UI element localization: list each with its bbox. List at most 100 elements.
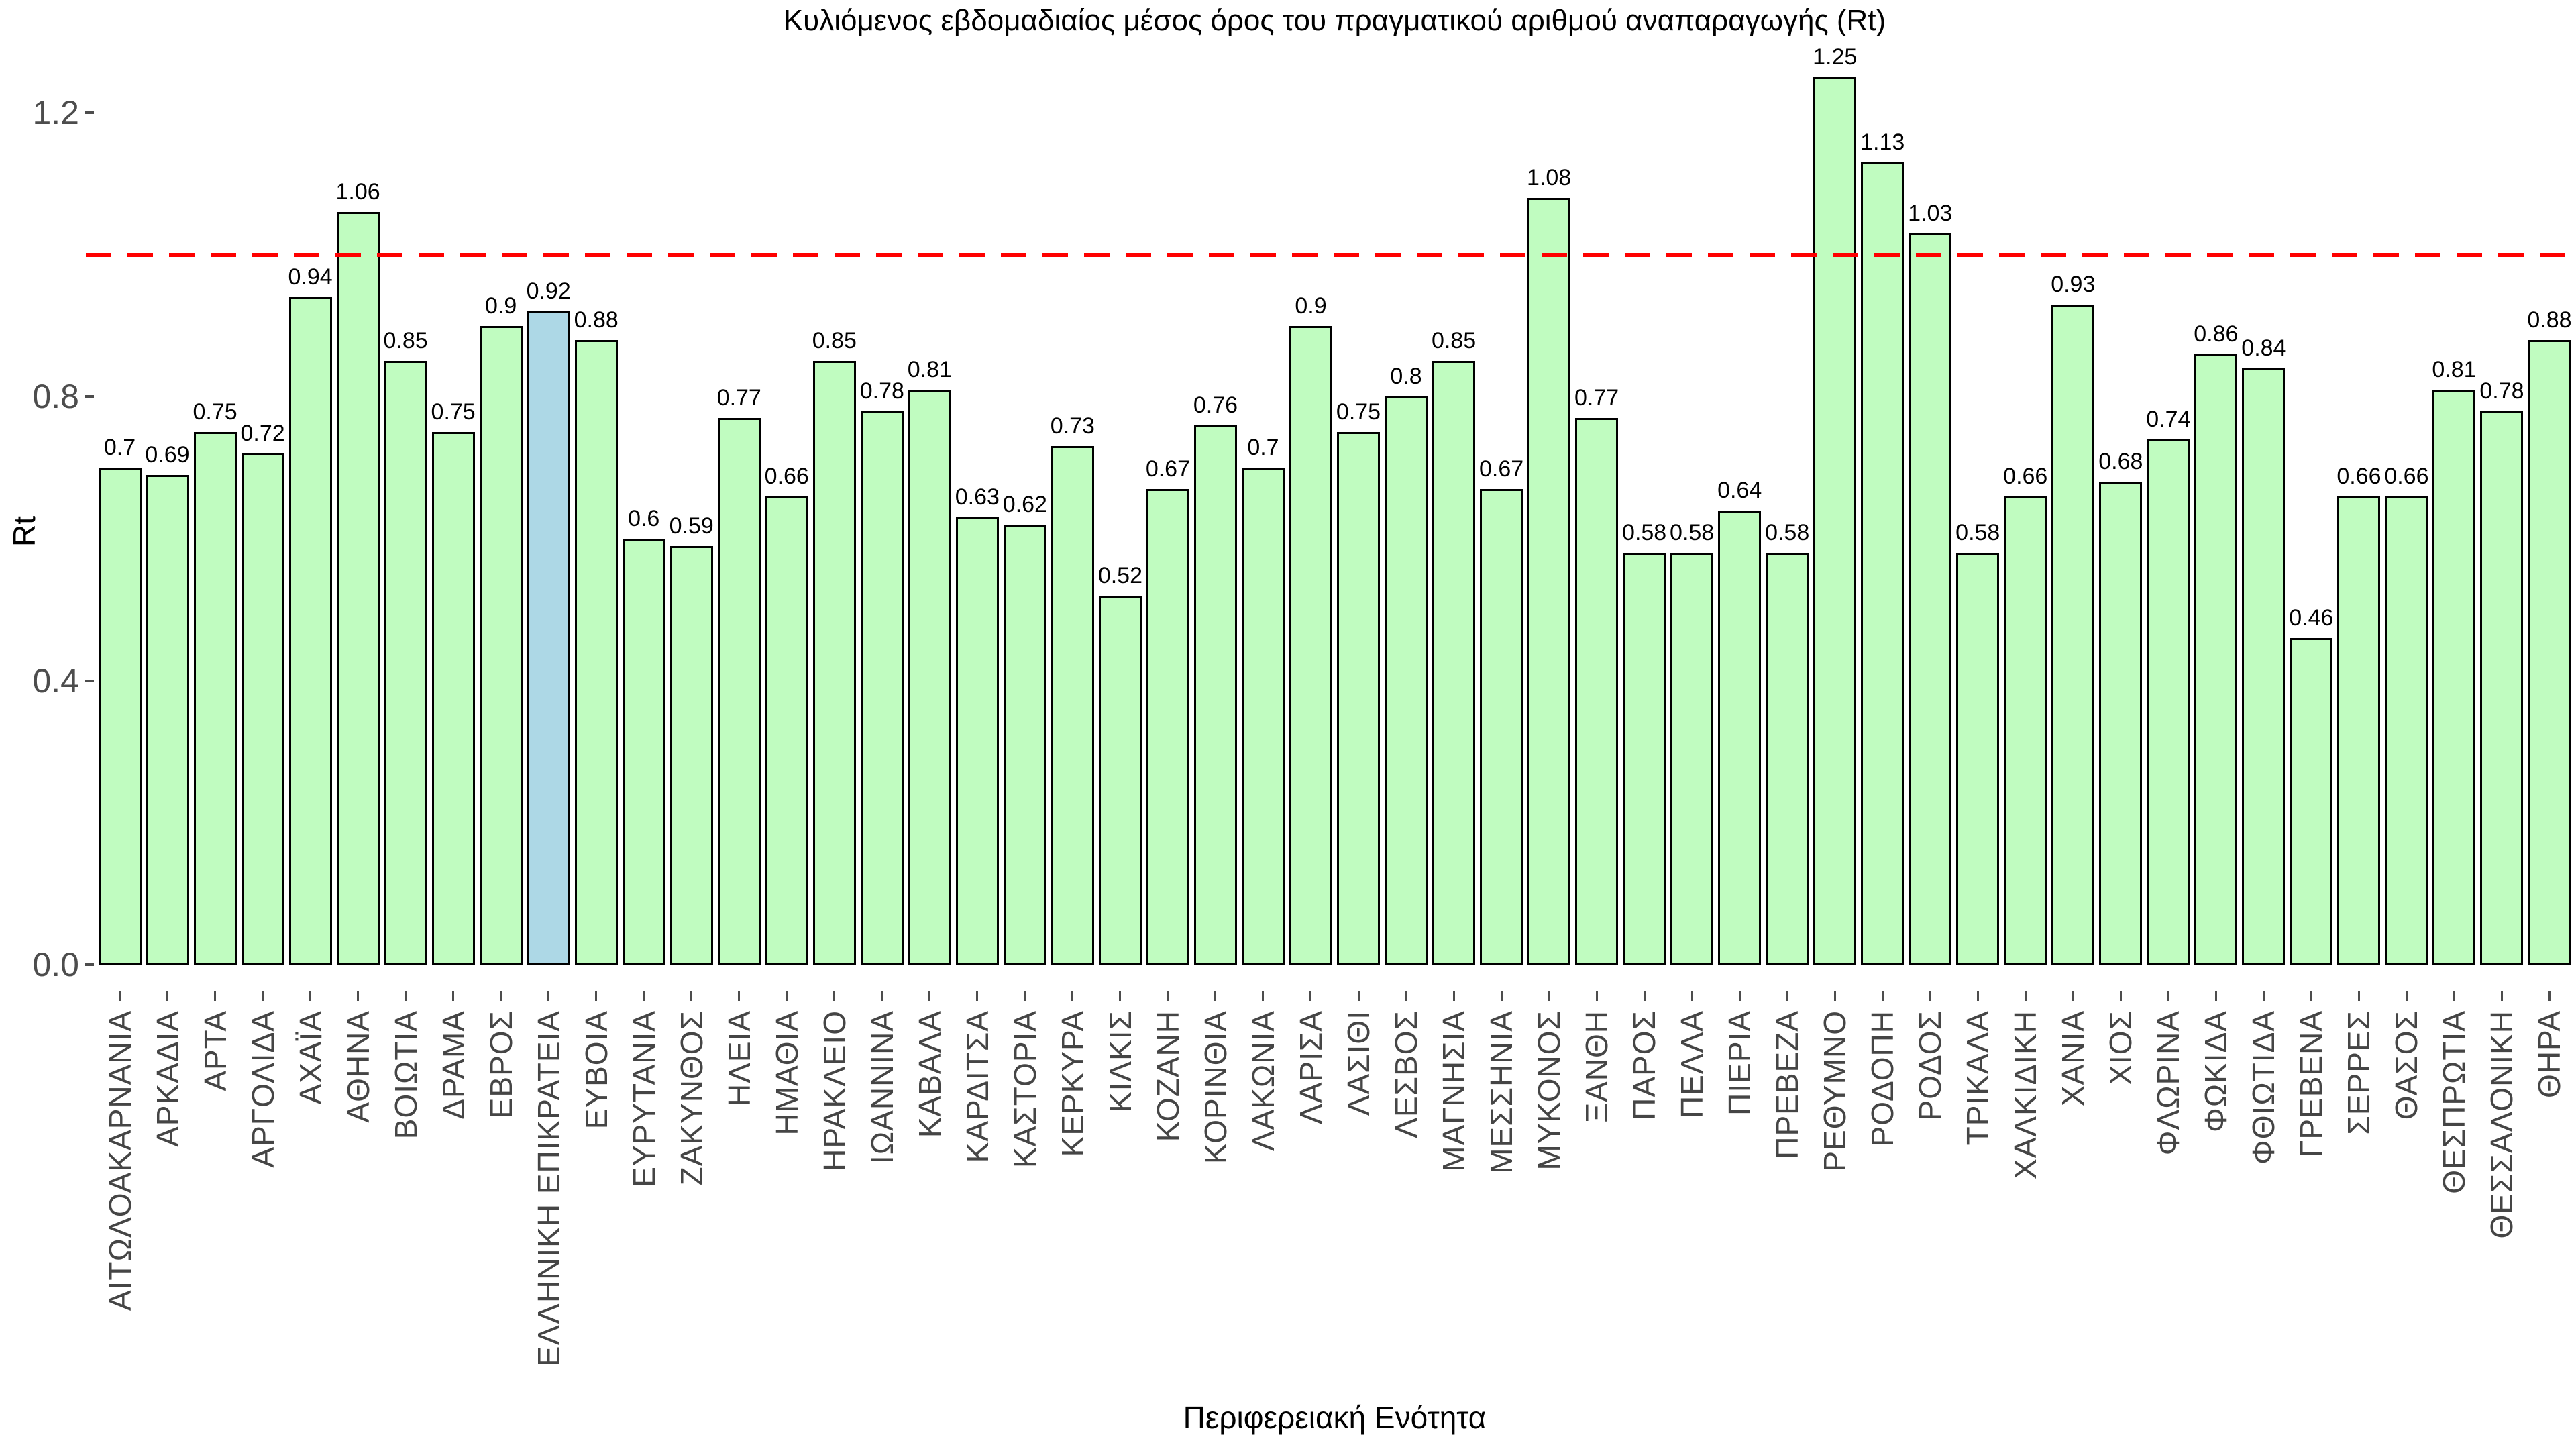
x-category-label: ΜΑΓΝΗΣΙΑ (1436, 1010, 1472, 1172)
x-tick-mark (1786, 991, 1788, 1001)
bar (479, 325, 523, 965)
x-tick-mark (2453, 991, 2455, 1001)
x-category-label: ΣΕΡΡΕΣ (2341, 1010, 2377, 1135)
bar (765, 496, 808, 965)
x-tick-mark (2214, 991, 2217, 1001)
x-category-label: ΡΟΔΟΠΗ (1865, 1010, 1900, 1147)
x-category-label: ΘΑΣΟΣ (2389, 1010, 2424, 1120)
x-category-label: ΜΥΚΟΝΟΣ (1532, 1010, 1567, 1171)
x-tick-mark (1452, 991, 1455, 1001)
bar (2004, 496, 2047, 965)
x-category-label: ΚΙΛΚΙΣ (1102, 1010, 1138, 1113)
y-tick-mark (85, 679, 94, 682)
bar (955, 517, 999, 965)
bar (1909, 233, 1952, 965)
bar-value-label: 0.46 (2289, 605, 2334, 631)
x-category-label: ΗΜΑΘΙΑ (769, 1010, 804, 1136)
bar-value-label: 0.75 (1336, 399, 1381, 425)
x-tick-mark (1357, 991, 1360, 1001)
bar-value-label: 0.9 (485, 292, 517, 319)
bar (336, 212, 380, 965)
bar (1575, 418, 1619, 965)
x-category-label: ΡΟΔΟΣ (1913, 1010, 1948, 1121)
x-category-label: ΕΛΛΗΝΙΚΗ ΕΠΙΚΡΑΤΕΙΑ (531, 1010, 566, 1367)
x-category-label: ΞΑΝΘΗ (1579, 1010, 1615, 1123)
bar-value-label: 0.88 (2527, 307, 2572, 333)
x-tick-mark (1262, 991, 1265, 1001)
bar (2385, 496, 2428, 965)
bar (98, 468, 142, 965)
bar-value-label: 0.69 (145, 441, 190, 468)
y-tick-mark (85, 963, 94, 966)
x-tick-mark (1881, 991, 1884, 1001)
x-tick-mark (1405, 991, 1407, 1001)
bar-value-label: 0.77 (716, 385, 761, 411)
bar (669, 545, 713, 965)
bar-value-label: 0.75 (431, 399, 476, 425)
x-category-label: ΑΡΓΟΛΙΔΑ (245, 1010, 280, 1168)
x-category-label: ΙΩΑΝΝΙΝΑ (864, 1010, 900, 1164)
bar (1193, 425, 1237, 965)
bar-value-label: 0.52 (1097, 562, 1142, 588)
x-tick-mark (1071, 991, 1074, 1001)
bar-value-label: 0.7 (103, 435, 136, 461)
x-category-label: ΕΥΒΟΙΑ (578, 1010, 614, 1130)
bar-value-label: 0.66 (2337, 463, 2381, 489)
bar-value-label: 0.58 (1765, 520, 1810, 546)
x-tick-mark (1738, 991, 1741, 1001)
bar (384, 361, 427, 965)
x-tick-mark (1690, 991, 1693, 1001)
x-tick-mark (1929, 991, 1931, 1001)
x-category-label: ΛΑΚΩΝΙΑ (1245, 1010, 1281, 1152)
x-category-label: ΑΡΚΑΔΙΑ (150, 1010, 185, 1147)
x-category-label: ΠΙΕΡΙΑ (1722, 1010, 1758, 1116)
bar (1003, 524, 1046, 965)
x-category-label: ΑΡΤΑ (197, 1010, 233, 1091)
bar (860, 411, 904, 965)
bar (1766, 553, 1809, 965)
x-category-label: ΚΕΡΚΥΡΑ (1055, 1010, 1090, 1157)
bar (2194, 354, 2238, 965)
bar (2099, 482, 2143, 965)
x-category-label: ΠΡΕΒΕΖΑ (1770, 1010, 1805, 1159)
x-tick-mark (1214, 991, 1217, 1001)
bar (574, 339, 618, 965)
bar (1861, 162, 1904, 965)
bar-value-label: 0.66 (764, 463, 809, 489)
x-category-label: ΕΒΡΟΣ (483, 1010, 519, 1119)
bar-value-label: 0.73 (1050, 413, 1095, 439)
x-tick-mark (2310, 991, 2312, 1001)
x-tick-mark (2072, 991, 2074, 1001)
bar-value-label: 0.78 (2479, 378, 2524, 404)
bar (2432, 389, 2476, 965)
bar-value-label: 0.66 (2003, 463, 2048, 489)
bar-value-label: 1.13 (1860, 129, 1905, 156)
bar-value-label: 0.92 (526, 278, 571, 305)
bar (193, 432, 237, 965)
x-category-label: ΛΑΣΙΘΙ (1341, 1010, 1376, 1116)
bar-value-label: 0.6 (628, 506, 660, 531)
x-category-label: ΘΗΡΑ (2532, 1010, 2567, 1098)
x-tick-mark (1595, 991, 1598, 1001)
bar (812, 361, 856, 965)
bar (288, 297, 332, 965)
x-category-label: ΠΑΡΟΣ (1627, 1010, 1662, 1120)
x-tick-mark (500, 991, 502, 1001)
x-tick-mark (2548, 991, 2551, 1001)
bar-value-label: 0.77 (1574, 385, 1619, 411)
bar-value-label: 0.8 (1390, 364, 1422, 390)
bar (1527, 198, 1571, 965)
bar-value-label: 0.58 (1622, 520, 1667, 546)
bar (1670, 553, 1714, 965)
bar (2051, 304, 2095, 965)
bar (1385, 396, 1428, 965)
x-tick-mark (1500, 991, 1503, 1001)
x-category-label: ΚΑΣΤΟΡΙΑ (1007, 1010, 1042, 1168)
bar-value-label: 0.9 (1295, 292, 1327, 319)
x-tick-mark (547, 991, 550, 1001)
x-tick-mark (119, 991, 121, 1001)
x-tick-mark (2119, 991, 2122, 1001)
bar-value-label: 1.06 (335, 179, 380, 205)
bar (241, 453, 284, 965)
